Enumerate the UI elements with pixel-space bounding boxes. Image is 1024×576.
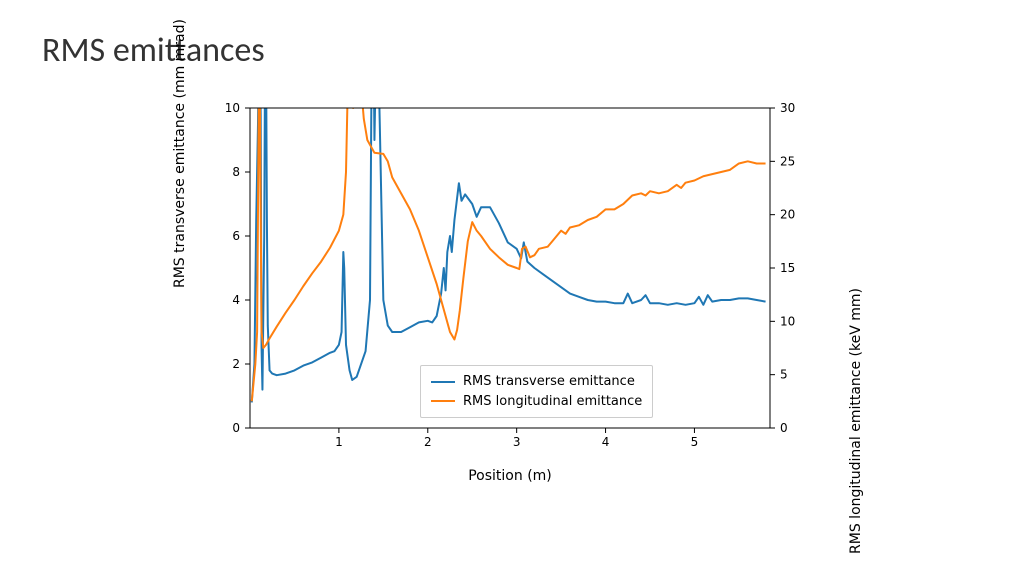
svg-text:4: 4 [232,293,240,307]
legend-label: RMS longitudinal emittance [463,392,642,412]
svg-text:0: 0 [232,421,240,435]
page-title: RMS emittances [42,30,265,71]
legend-item: RMS longitudinal emittance [431,392,642,412]
legend-swatch [431,381,455,383]
plot-area: 123450246810051015202530 RMS transverse … [250,108,770,428]
svg-text:2: 2 [232,357,240,371]
svg-text:10: 10 [780,314,795,328]
slide: RMS emittances RMS transverse emittance … [0,0,1024,576]
svg-text:25: 25 [780,154,795,168]
emittance-chart: RMS transverse emittance (mm mrad) RMS l… [190,98,830,478]
svg-text:4: 4 [602,435,610,449]
svg-text:1: 1 [335,435,343,449]
x-axis-label: Position (m) [190,468,830,484]
legend-item: RMS transverse emittance [431,372,642,392]
y-axis-label-right: RMS longitudinal emittance (keV mm) [848,288,864,554]
legend-label: RMS transverse emittance [463,372,635,392]
svg-text:15: 15 [780,261,795,275]
y-axis-label-left: RMS transverse emittance (mm mrad) [172,19,188,288]
svg-text:20: 20 [780,208,795,222]
svg-text:10: 10 [225,101,240,115]
svg-text:6: 6 [232,229,240,243]
legend-swatch [431,400,455,402]
svg-text:0: 0 [780,421,788,435]
svg-text:3: 3 [513,435,521,449]
svg-text:30: 30 [780,101,795,115]
svg-text:5: 5 [691,435,699,449]
svg-text:2: 2 [424,435,432,449]
svg-text:5: 5 [780,368,788,382]
svg-text:8: 8 [232,165,240,179]
legend: RMS transverse emittanceRMS longitudinal… [420,365,653,418]
